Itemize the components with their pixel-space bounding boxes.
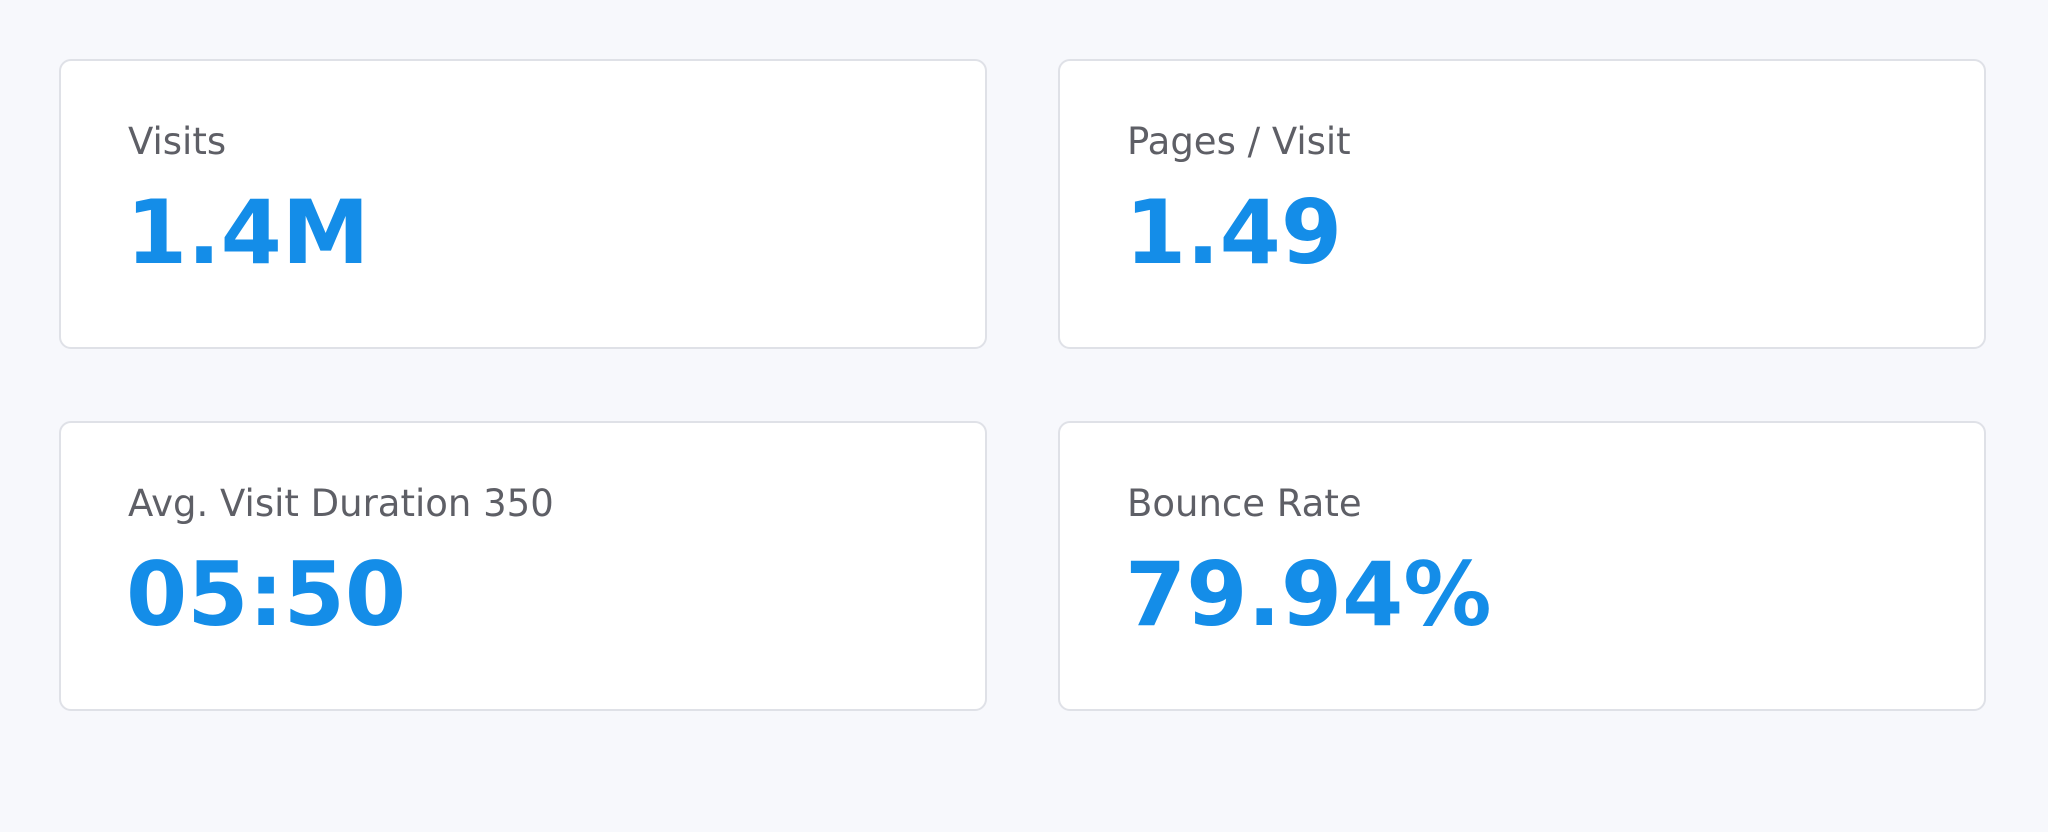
- stat-value: 1.4M: [126, 181, 370, 284]
- stat-value: 79.94%: [1125, 543, 1492, 646]
- stats-grid: Visits 1.4M Pages / Visit 1.49 Avg. Visit Du…: [0, 59, 2048, 832]
- stat-label: Bounce Rate: [1127, 482, 1362, 525]
- stat-card: Visits 1.4M: [59, 59, 987, 349]
- stat-value: 1.49: [1125, 181, 1343, 284]
- stat-card: Bounce Rate 79.94%: [1058, 421, 1986, 711]
- stat-card: Pages / Visit 1.49: [1058, 59, 1986, 349]
- stat-label: Pages / Visit: [1127, 120, 1351, 163]
- stat-value: 05:50: [126, 543, 407, 646]
- stat-card: Avg. Visit Duration 350 05:50: [59, 421, 987, 711]
- stat-label: Visits: [128, 120, 227, 163]
- stat-label: Avg. Visit Duration 350: [128, 482, 554, 525]
